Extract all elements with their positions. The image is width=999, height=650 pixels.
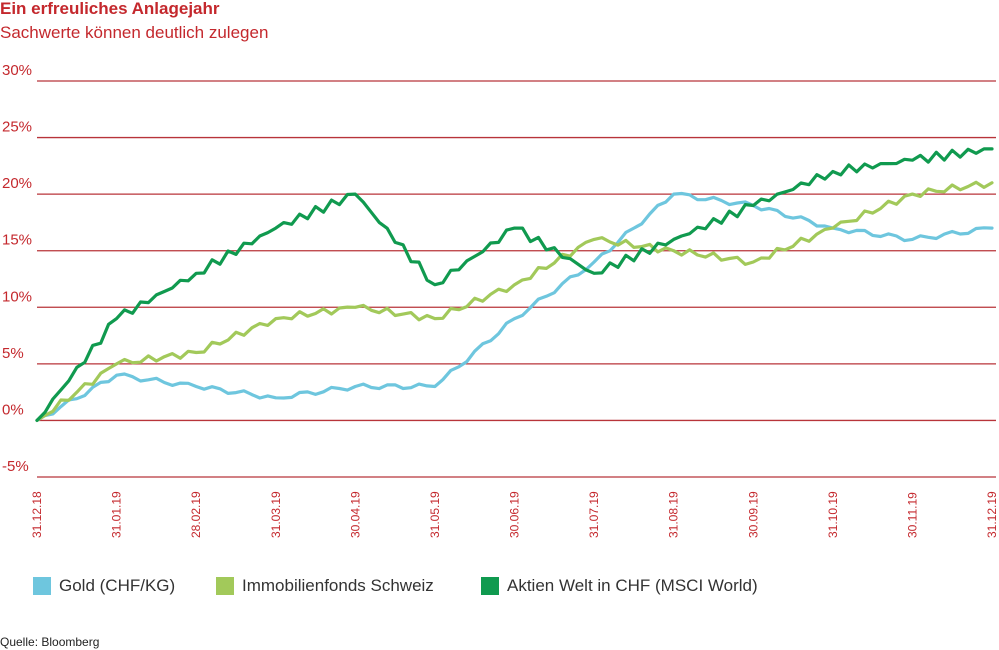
x-tick-label: 31.12.19 xyxy=(985,491,999,538)
legend-swatch-gold xyxy=(33,577,51,595)
y-tick-label: -5% xyxy=(2,458,29,475)
series-line-1 xyxy=(35,180,994,422)
x-tick-label: 31.07.19 xyxy=(587,491,601,538)
y-tick-label: 5% xyxy=(2,345,24,362)
series-line-2 xyxy=(35,147,994,422)
y-tick-label: 0% xyxy=(2,401,24,418)
legend-swatch-immobilien xyxy=(216,577,234,595)
x-tick-label: 30.06.19 xyxy=(508,491,522,538)
x-tick-label: 31.10.19 xyxy=(826,491,840,538)
legend-item-gold: Gold (CHF/KG) xyxy=(33,575,175,597)
x-tick-label: 28.02.19 xyxy=(189,491,203,538)
y-tick-label: 20% xyxy=(2,175,32,192)
series-lines xyxy=(35,147,994,422)
x-tick-label: 31.03.19 xyxy=(269,491,283,538)
y-axis-tick-labels: 30% 25% 20% 15% 10% 5% 0% -5% xyxy=(2,62,32,475)
y-tick-label: 15% xyxy=(2,232,32,249)
x-tick-label: 31.01.19 xyxy=(110,491,124,538)
x-tick-label: 31.12.18 xyxy=(30,491,44,538)
grid-lines xyxy=(37,80,996,478)
legend-label-gold: Gold (CHF/KG) xyxy=(59,576,176,595)
x-tick-label: 30.11.19 xyxy=(905,492,919,538)
x-tick-label: 31.05.19 xyxy=(428,491,442,538)
legend-label-immobilien: Immobilienfonds Schweiz xyxy=(242,576,434,595)
x-tick-label: 30.04.19 xyxy=(348,491,362,538)
y-tick-label: 30% xyxy=(2,62,32,79)
y-tick-label: 25% xyxy=(2,119,32,136)
legend-swatch-aktien xyxy=(481,577,499,595)
chart-title: Ein erfreuliches Anlagejahr xyxy=(0,0,220,18)
x-tick-label: 31.08.19 xyxy=(667,491,681,538)
legend-item-aktien: Aktien Welt in CHF (MSCI World) xyxy=(481,575,758,597)
x-axis-tick-labels: 31.12.18 31.01.19 28.02.19 31.03.19 30.04.19… xyxy=(30,491,999,538)
x-tick-label: 30.09.19 xyxy=(746,491,760,538)
legend-label-aktien: Aktien Welt in CHF (MSCI World) xyxy=(507,576,758,595)
legend-item-immobilien: Immobilienfonds Schweiz xyxy=(216,575,434,597)
source-note: Quelle: Bloomberg xyxy=(0,635,100,649)
chart-subtitle: Sachwerte können deutlich zulegen xyxy=(0,23,269,42)
y-tick-label: 10% xyxy=(2,288,32,305)
